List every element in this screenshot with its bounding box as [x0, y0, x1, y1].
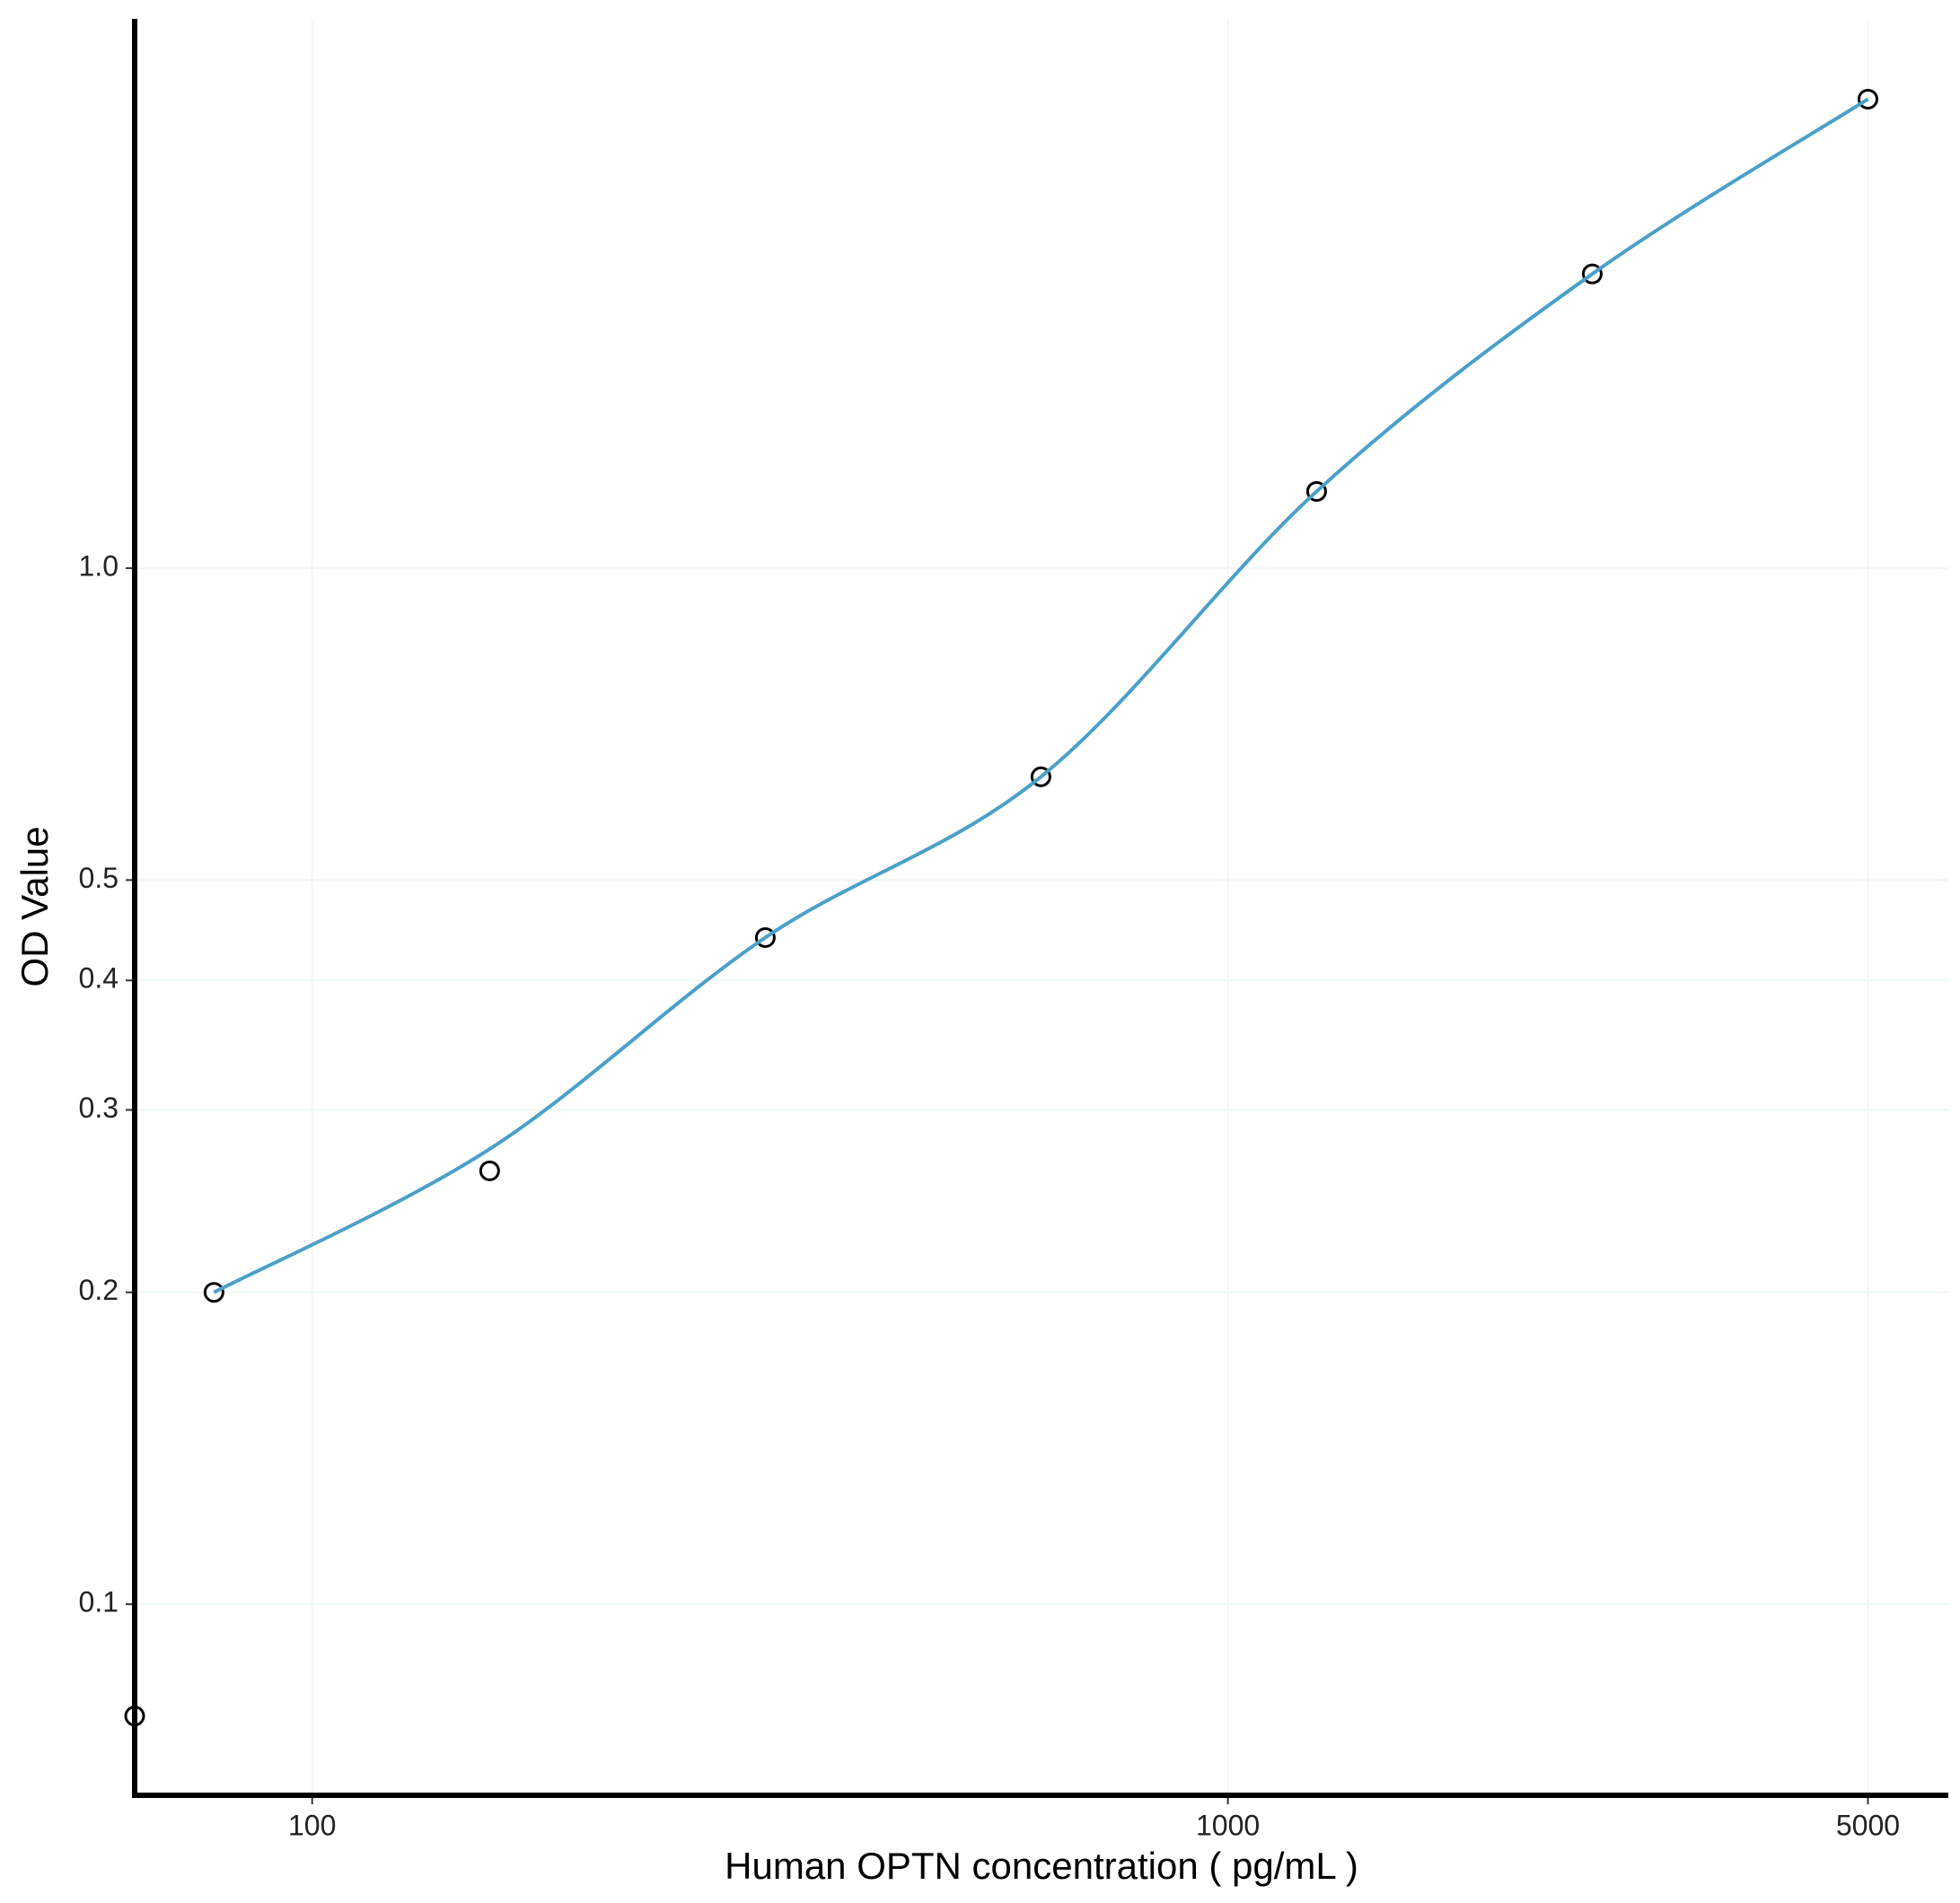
data-point — [1857, 88, 1878, 110]
y-tick-label: 0.4 — [79, 962, 119, 995]
data-point — [479, 1160, 500, 1181]
data-point — [1030, 766, 1051, 787]
x-axis-title: Human OPTN concentration ( pg/mL ) — [725, 1845, 1358, 1887]
fit-curve — [213, 97, 1869, 1294]
data-point — [124, 1706, 145, 1727]
y-axis-title: OD Value — [13, 827, 56, 987]
data-point — [754, 926, 776, 948]
y-tick-label: 0.1 — [79, 1586, 119, 1618]
y-tick-label: 1.0 — [79, 549, 119, 582]
x-tick-label: 5000 — [1836, 1809, 1900, 1841]
y-tick-label: 0.5 — [79, 862, 119, 894]
data-point — [1581, 263, 1603, 285]
x-tick-label: 100 — [288, 1809, 336, 1841]
data-point — [1305, 480, 1327, 502]
y-tick-label: 0.3 — [79, 1092, 119, 1124]
x-tick-label: 1000 — [1196, 1809, 1260, 1841]
data-point — [203, 1282, 224, 1303]
y-tick-label: 0.2 — [79, 1274, 119, 1306]
